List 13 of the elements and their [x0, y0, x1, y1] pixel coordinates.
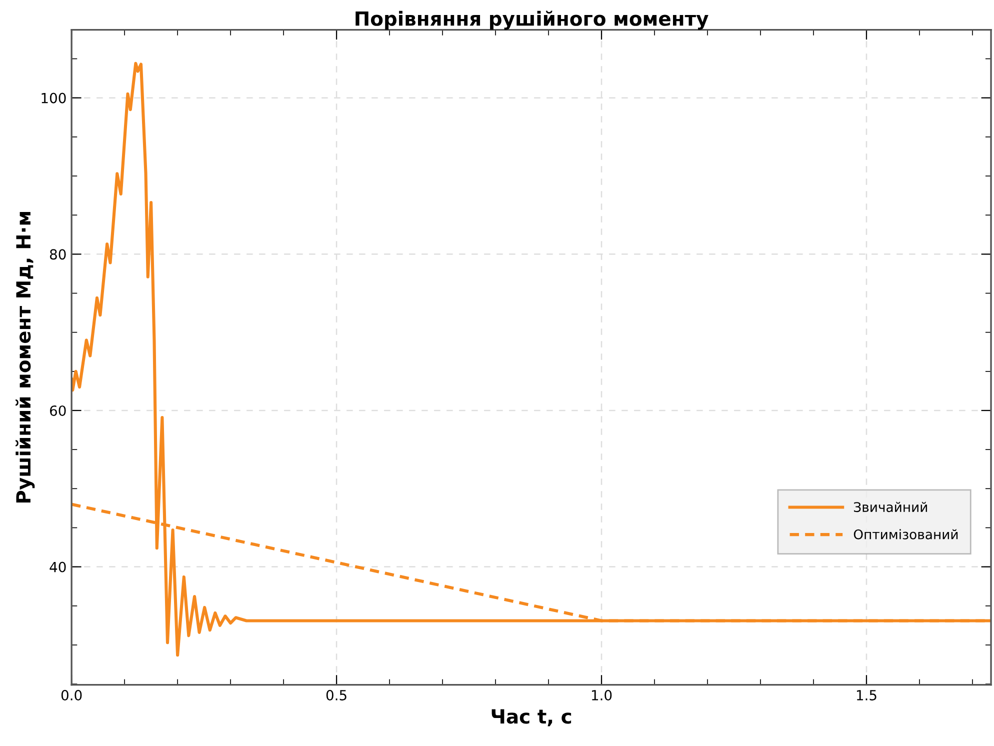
x-tick-label: 1.5: [856, 690, 876, 700]
y-tick-label: 60: [50, 405, 66, 416]
x-tick-label: 0.0: [61, 690, 82, 700]
y-tick-label: 80: [50, 249, 66, 260]
x-axis-title: Час t, c: [492, 709, 572, 726]
chart-title: Порівняння рушійного моменту: [356, 10, 708, 30]
x-tick-label: 0.5: [326, 690, 346, 700]
y-tick-label: 40: [50, 562, 66, 572]
legend-label: Звичайний: [854, 502, 927, 512]
x-tick-label: 1.0: [592, 690, 612, 700]
y-axis-title: Рушійний момент Мд, Н·м: [16, 212, 35, 502]
y-tick-label: 100: [42, 92, 66, 104]
legend-label: Оптимізований: [854, 529, 958, 540]
